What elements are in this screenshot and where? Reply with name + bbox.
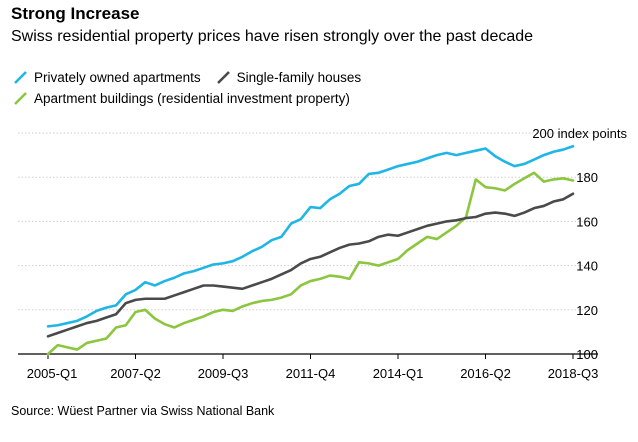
chart-subtitle: Swiss residential property prices have r… [11, 28, 534, 45]
legend-label-apartments: Privately owned apartments [34, 70, 201, 85]
legend-swatch-buildings [14, 92, 27, 105]
x-tick-label-0: 2005-Q1 [27, 366, 78, 381]
y-tick-label-160: 160 [576, 214, 598, 229]
source-note: Source: Wüest Partner via Swiss National… [11, 404, 275, 418]
legend-item-apartments: Privately owned apartments [14, 70, 201, 85]
x-tick-label-6: 2018-Q3 [548, 366, 599, 381]
annotation-200-index-points: 200 index points [532, 126, 627, 141]
grid-lines [18, 132, 598, 355]
y-tick-label-140: 140 [576, 259, 598, 274]
y-tick-label-180: 180 [576, 170, 598, 185]
series-line-1 [46, 192, 575, 338]
x-tick-label-3: 2011-Q4 [286, 366, 336, 381]
x-tick-label-4: 2014-Q1 [373, 366, 424, 381]
legend-label-houses: Single-family houses [236, 70, 362, 85]
legend-item-houses: Single-family houses [216, 70, 362, 85]
legend-swatch-houses [216, 71, 230, 84]
y-tick-label-100: 100 [576, 347, 598, 362]
chart-title: Strong Increase [11, 4, 140, 23]
legend-swatch-apartments [14, 71, 27, 84]
legend-item-buildings: Apartment buildings (residential investm… [14, 91, 350, 106]
x-tick-label-5: 2016-Q2 [460, 366, 511, 381]
y-tick-label-120: 120 [576, 303, 598, 318]
legend-row-2: Apartment buildings (residential investm… [14, 91, 366, 106]
legend-row-1: Privately owned apartments Single-family… [14, 70, 377, 85]
series-line-0 [46, 144, 575, 328]
y-axis-tick-labels: 100 120 140 160 180 [576, 170, 598, 362]
series-lines [46, 144, 575, 356]
series-line-2 [46, 171, 575, 356]
x-tick-label-2: 2009-Q3 [198, 366, 249, 381]
x-tick-label-1: 2007-Q2 [110, 366, 161, 381]
legend-label-buildings: Apartment buildings (residential investm… [34, 91, 350, 106]
x-axis-ticks: 2005-Q1 2007-Q2 2009-Q3 2011-Q4 2014-Q1 2016-… [27, 354, 599, 381]
